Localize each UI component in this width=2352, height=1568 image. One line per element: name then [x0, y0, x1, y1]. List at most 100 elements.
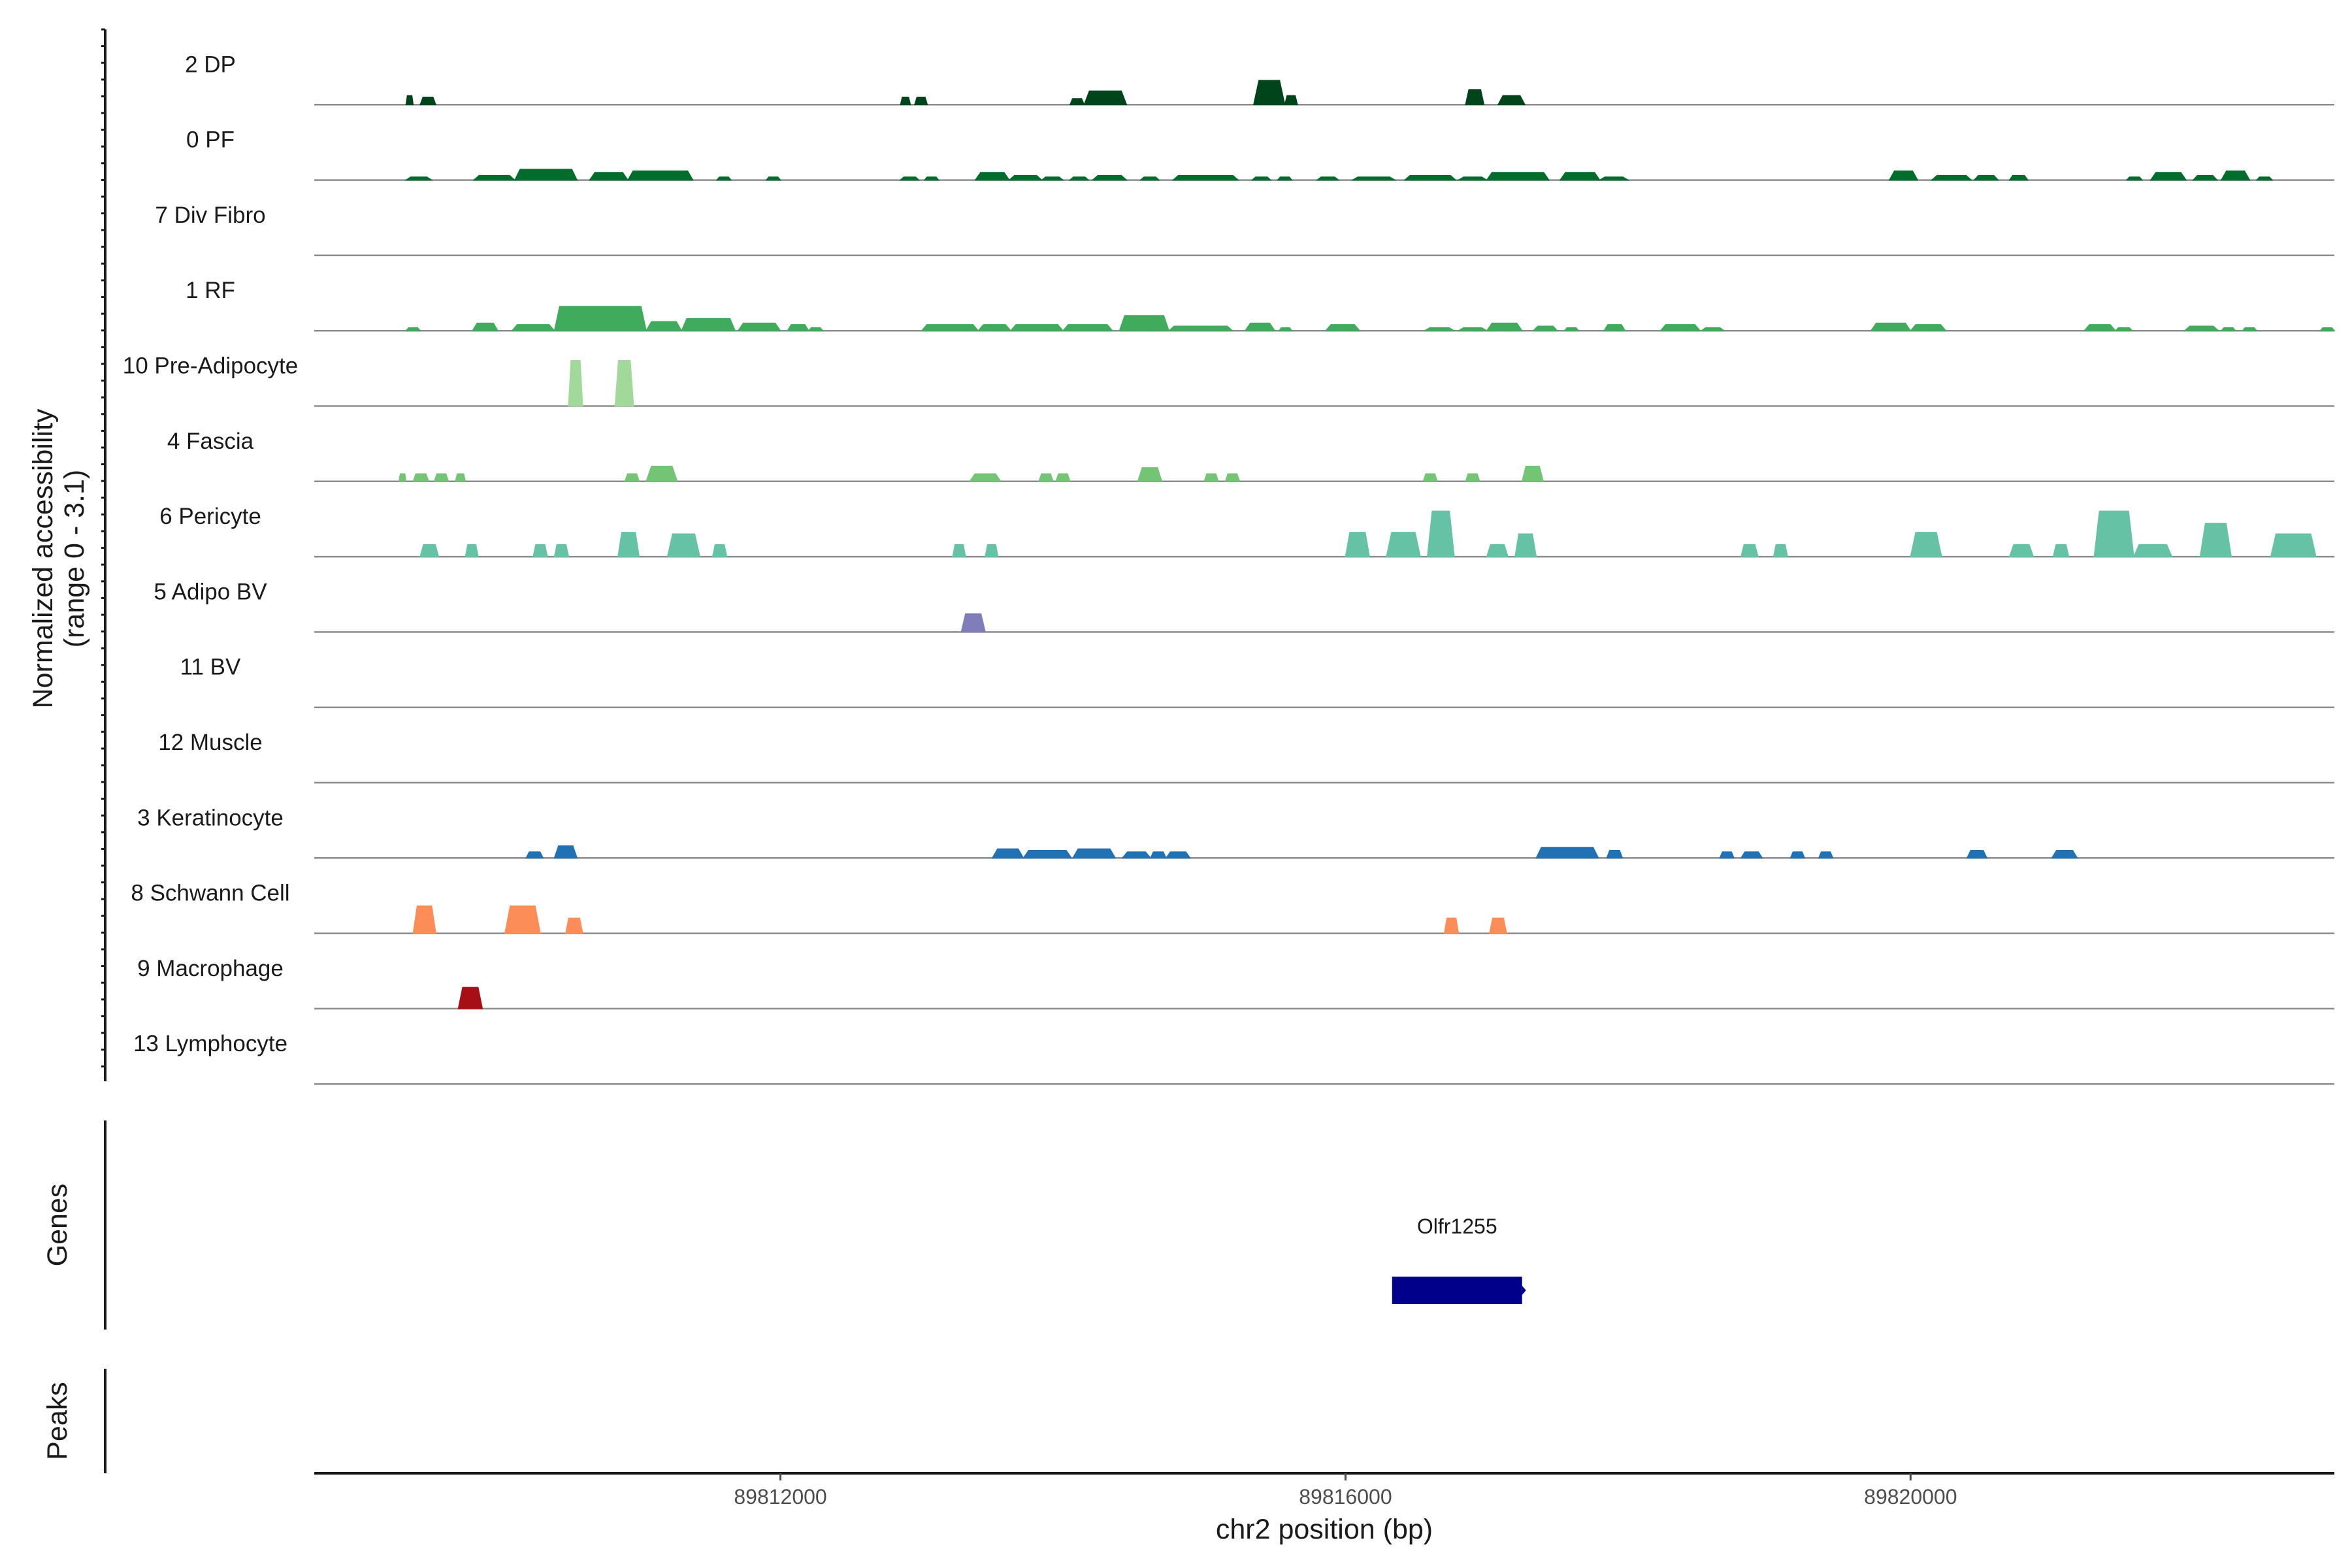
peak-0-pf-32 — [2220, 170, 2251, 181]
peak-0-pf-20 — [1403, 174, 1458, 181]
peak-0-pf-25 — [1888, 170, 1919, 181]
x-axis-ticks: 89812000 89816000 89820000 — [734, 1473, 1957, 1509]
peak-1-rf-7 — [786, 324, 810, 331]
peak-3-keratinocyte-12 — [1789, 851, 1806, 859]
track-label-6-pericyte: 6 Pericyte — [159, 504, 261, 529]
peak-6-pericyte-10 — [1386, 532, 1421, 557]
peak-0-pf-4 — [627, 170, 694, 181]
peaks-panel: Peaks — [42, 1369, 106, 1473]
track-6-pericyte: 6 Pericyte — [159, 504, 2334, 558]
peak-3-keratinocyte-11 — [1740, 851, 1763, 859]
peak-6-pericyte-7 — [952, 544, 966, 557]
peak-1-rf-8 — [808, 327, 825, 331]
peak-1-rf-16 — [1278, 327, 1293, 331]
gene-strand-arrow-olfr1255 — [1522, 1286, 1526, 1295]
peak-6-pericyte-17 — [2008, 544, 2034, 557]
peak-1-rf-30 — [2183, 325, 2220, 331]
track-label-8-schwann-cell: 8 Schwann Cell — [131, 881, 289, 906]
peak-1-rf-1 — [471, 322, 499, 331]
peak-1-rf-9 — [921, 324, 979, 331]
peak-2-dp-1 — [419, 96, 437, 106]
peak-0-pf-0 — [404, 176, 434, 181]
peak-6-pericyte-19 — [2093, 510, 2134, 557]
track-label-2-dp: 2 DP — [185, 52, 236, 77]
peak-0-pf-22 — [1486, 172, 1550, 181]
peak-3-keratinocyte-15 — [2051, 849, 2078, 859]
peak-8-schwann-cell-3 — [1443, 917, 1460, 934]
gene-annotations: Olfr1255 — [1392, 1215, 1526, 1304]
peak-1-rf-24 — [1659, 324, 1701, 331]
peak-0-pf-27 — [1972, 174, 2000, 181]
peak-0-pf-33 — [2255, 176, 2274, 181]
peak-1-rf-6 — [737, 322, 781, 331]
peak-1-rf-19 — [1456, 327, 1489, 331]
x-axis-title: chr2 position (bp) — [1216, 1514, 1433, 1545]
peak-10-pre-adipocyte-0 — [568, 360, 583, 407]
peak-1-rf-32 — [2241, 327, 2258, 331]
peak-4-fascia-8 — [1055, 473, 1071, 482]
peak-6-pericyte-1 — [465, 544, 479, 557]
track-0-pf: 0 PF — [186, 127, 2334, 181]
peak-2-dp-2 — [900, 96, 911, 106]
track-13-lymphocyte: 13 Lymphocyte — [133, 1031, 2334, 1085]
peak-1-rf-22 — [1563, 327, 1580, 331]
peak-1-rf-17 — [1324, 324, 1361, 331]
peak-4-fascia-3 — [455, 473, 466, 482]
peak-0-pf-5 — [715, 176, 732, 181]
peak-2-dp-5 — [1083, 90, 1128, 106]
peak-8-schwann-cell-1 — [504, 906, 541, 934]
peak-6-pericyte-8 — [985, 544, 999, 557]
peak-0-pf-23 — [1559, 172, 1601, 181]
x-axis: 89812000 89816000 89820000 chr2 position (… — [314, 1472, 2334, 1545]
peak-1-rf-23 — [1603, 324, 1626, 331]
track-12-muscle: 12 Muscle — [158, 730, 2334, 784]
peak-1-rf-28 — [2083, 324, 2117, 331]
peak-0-pf-3 — [589, 172, 629, 181]
peak-1-rf-5 — [681, 318, 736, 331]
peak-8-schwann-cell-2 — [564, 917, 583, 934]
peak-0-pf-18 — [1316, 176, 1340, 181]
peak-6-pericyte-6 — [711, 544, 728, 557]
peak-1-rf-11 — [1009, 324, 1064, 331]
track-10-pre-adipocyte: 10 Pre-Adipocyte — [123, 353, 2334, 407]
peak-6-pericyte-16 — [1910, 532, 1942, 557]
peak-6-pericyte-3 — [553, 544, 570, 557]
peak-1-rf-25 — [1700, 327, 1726, 331]
peak-6-pericyte-2 — [532, 544, 548, 557]
peak-3-keratinocyte-2 — [991, 848, 1024, 859]
peak-1-rf-0 — [404, 327, 421, 331]
peak-6-pericyte-12 — [1486, 544, 1509, 557]
x-tick-label-1: 89816000 — [1299, 1485, 1392, 1509]
peak-6-pericyte-11 — [1426, 510, 1455, 557]
peak-2-dp-0 — [405, 95, 414, 106]
x-tick-label-2: 89820000 — [1864, 1485, 1957, 1509]
peak-6-pericyte-9 — [1345, 532, 1371, 557]
peak-1-rf-20 — [1486, 322, 1524, 331]
peak-6-pericyte-15 — [1772, 544, 1789, 557]
peak-3-keratinocyte-14 — [1966, 849, 1988, 859]
track-label-0-pf: 0 PF — [186, 127, 235, 153]
peak-5-adipo-bv-0 — [960, 613, 987, 633]
peak-0-pf-19 — [1350, 176, 1397, 181]
track-label-1-rf: 1 RF — [186, 278, 235, 303]
peak-0-pf-9 — [974, 172, 1011, 181]
peak-6-pericyte-22 — [2270, 533, 2317, 557]
track-label-10-pre-adipocyte: 10 Pre-Adipocyte — [123, 353, 298, 379]
peak-3-keratinocyte-10 — [1719, 851, 1735, 859]
peak-6-pericyte-18 — [2052, 544, 2070, 557]
peak-6-pericyte-20 — [2132, 544, 2173, 557]
genes-panel-title: Genes — [42, 1184, 73, 1267]
peak-3-keratinocyte-4 — [1071, 848, 1117, 859]
peak-6-pericyte-13 — [1514, 533, 1537, 557]
peak-4-fascia-7 — [1038, 473, 1054, 482]
peak-3-keratinocyte-9 — [1606, 849, 1624, 859]
peak-0-pf-28 — [2008, 174, 2029, 181]
peak-0-pf-12 — [1068, 176, 1090, 181]
peak-4-fascia-0 — [398, 473, 407, 482]
peak-1-rf-21 — [1532, 325, 1559, 331]
track-1-rf: 1 RF — [186, 278, 2336, 332]
peak-2-dp-4 — [1069, 98, 1085, 106]
peak-3-keratinocyte-5 — [1121, 851, 1152, 859]
track-2-dp: 2 DP — [185, 52, 2334, 106]
track-label-13-lymphocyte: 13 Lymphocyte — [133, 1031, 287, 1056]
